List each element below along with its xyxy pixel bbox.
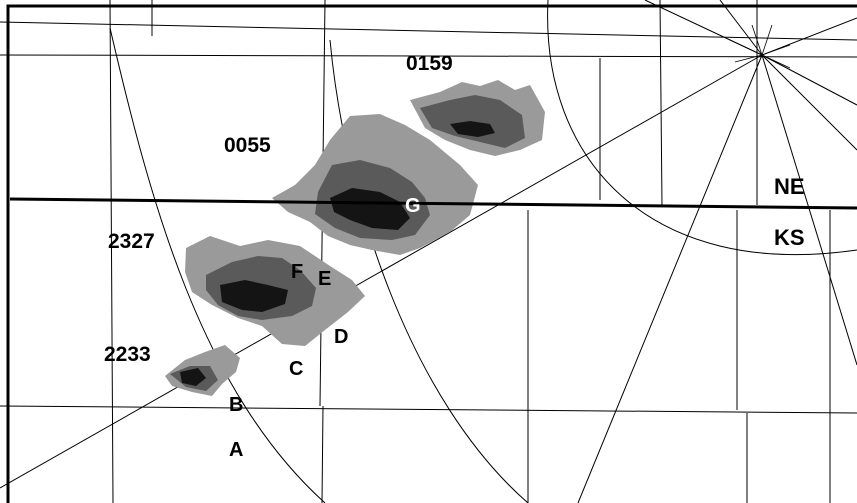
point-label-c: C [289, 358, 304, 380]
time-label-2327: 2327 [108, 230, 155, 253]
point-label-a: A [229, 439, 244, 461]
point-label-f: F [291, 261, 304, 283]
time-label-2233: 2233 [104, 343, 151, 366]
point-label-b: B [229, 394, 244, 416]
map-frame [6, 4, 857, 503]
echo-core [180, 121, 495, 386]
time-label-0159: 0159 [406, 52, 453, 75]
state-label-ks: KS [774, 225, 805, 250]
point-label-e: E [318, 268, 332, 290]
point-label-d: D [334, 326, 349, 348]
point-label-g: G [405, 195, 421, 217]
state-border [9, 197, 857, 210]
time-label-0055: 0055 [224, 134, 271, 157]
radar-site-spokes [729, 24, 791, 69]
state-label-ne: NE [774, 174, 805, 199]
